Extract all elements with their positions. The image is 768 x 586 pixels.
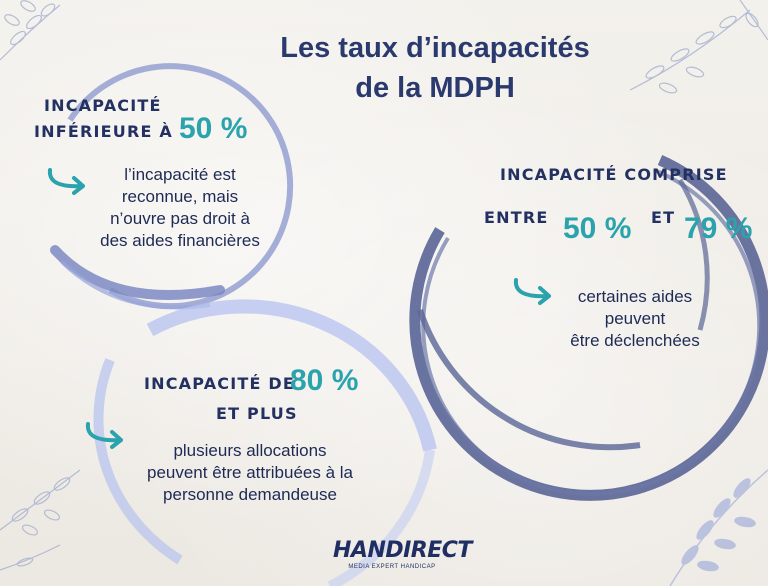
block2-heading-et: et bbox=[651, 208, 676, 227]
block1-percent: 50 % bbox=[179, 112, 248, 145]
block1-text-line: reconnue, mais bbox=[121, 187, 239, 206]
block3-text-line: personne demandeuse bbox=[163, 485, 337, 504]
block2-heading-line1: Incapacité comprise bbox=[500, 165, 728, 184]
block1-text-line: l’incapacité est bbox=[124, 165, 236, 184]
leaf-sprig-top-right bbox=[629, 0, 768, 94]
block1-heading-line1: Incapacité bbox=[44, 96, 162, 115]
block1-arrow-icon bbox=[47, 168, 85, 195]
block2-percent-high: 79 % bbox=[684, 212, 753, 245]
logo-name: HANDIRECT bbox=[333, 538, 472, 563]
leaf-sprig-bottom-left bbox=[0, 469, 81, 571]
block2-percent-low: 50 % bbox=[563, 212, 632, 245]
title-line-1: Les taux d’incapacités bbox=[280, 32, 590, 64]
block1-text: l’incapacité est reconnue, mais n’ouvre … bbox=[60, 164, 300, 252]
block3-text-line: peuvent être attribuées à la bbox=[146, 463, 354, 482]
ring-bottom bbox=[93, 299, 437, 586]
block1-heading-line2: inférieure à bbox=[34, 122, 174, 141]
title-line-2: de la MDPH bbox=[355, 72, 515, 104]
block3-arrow-icon bbox=[85, 422, 123, 449]
block3-heading-line1: Incapacité de bbox=[144, 374, 296, 393]
block2-arrow-icon bbox=[513, 278, 551, 305]
block2-text-line: être déclenchées bbox=[570, 331, 700, 350]
handirect-logo: HANDIRECT MEDIA EXPERT HANDICAP bbox=[333, 538, 472, 575]
logo-tagline: MEDIA EXPERT HANDICAP bbox=[348, 564, 436, 570]
page-title: Les taux d’incapacités de la MDPH bbox=[240, 28, 630, 108]
ring-right bbox=[409, 154, 768, 501]
block3-text: plusieurs allocations peuvent être attri… bbox=[110, 440, 390, 506]
block2-heading-entre: entre bbox=[484, 208, 549, 227]
block1-text-line: des aides financières bbox=[100, 231, 260, 250]
block3-text-line: plusieurs allocations bbox=[173, 441, 327, 460]
leaf-sprig-bottom-right bbox=[669, 469, 768, 586]
block2-text-line: peuvent bbox=[604, 309, 666, 328]
block2-text: certaines aides peuvent être déclenchées bbox=[545, 286, 725, 352]
block1-text-line: n’ouvre pas droit à bbox=[110, 209, 250, 228]
block2-text-line: certaines aides bbox=[577, 287, 693, 306]
block3-percent: 80 % bbox=[290, 364, 359, 397]
leaf-sprig-top-left bbox=[0, 0, 61, 61]
block3-heading-line2: et plus bbox=[216, 404, 298, 423]
